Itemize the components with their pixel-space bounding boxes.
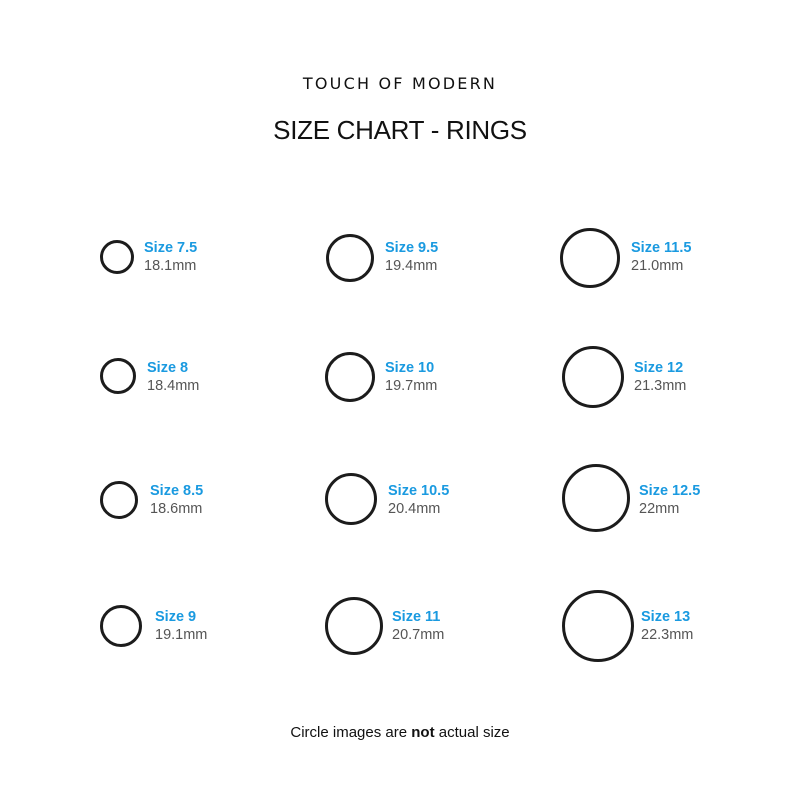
ring-diameter: 19.7mm xyxy=(385,378,438,394)
size-label: Size 11.5 21.0mm xyxy=(631,239,691,275)
ring-diameter: 18.4mm xyxy=(147,378,200,394)
size-label: Size 12 21.3mm xyxy=(634,359,686,395)
ring-size: Size 12 xyxy=(634,360,684,376)
ring-diameter: 22.3mm xyxy=(641,627,694,643)
note-text-end: actual size xyxy=(434,724,510,741)
size-label: Size 11 20.7mm xyxy=(392,608,444,644)
ring-size: Size 7.5 xyxy=(144,240,198,256)
ring-size: Size 8.5 xyxy=(150,483,204,499)
ring-circle-icon xyxy=(325,597,383,655)
ring-diameter: 18.6mm xyxy=(150,501,203,517)
note-text: Circle images are xyxy=(290,724,412,741)
ring-diameter: 20.4mm xyxy=(388,501,441,517)
ring-circle-icon xyxy=(100,358,136,394)
ring-circle-icon xyxy=(562,590,634,662)
ring-diameter: 19.4mm xyxy=(385,258,438,274)
ring-diameter: 19.1mm xyxy=(155,627,208,643)
ring-size: Size 11.5 xyxy=(631,240,692,256)
ring-circle-icon xyxy=(562,464,630,532)
note-emphasis: not xyxy=(411,724,435,741)
size-label: Size 9.5 19.4mm xyxy=(385,239,438,275)
disclaimer-note: Circle images are not actual size xyxy=(0,724,800,741)
ring-circle-icon xyxy=(326,234,374,282)
size-label: Size 12.5 22mm xyxy=(639,482,700,518)
ring-diameter: 22mm xyxy=(639,501,680,517)
ring-size: Size 10.5 xyxy=(388,483,450,499)
size-label: Size 13 22.3mm xyxy=(641,608,693,644)
size-label: Size 10 19.7mm xyxy=(385,359,437,395)
brand-logo: TOUCH OF MODERN xyxy=(302,74,498,93)
size-label: Size 10.5 20.4mm xyxy=(388,482,449,518)
ring-circle-icon xyxy=(562,346,624,408)
ring-size: Size 9.5 xyxy=(385,240,439,256)
ring-circle-icon xyxy=(100,605,142,647)
ring-size: Size 13 xyxy=(641,609,691,625)
ring-size: Size 8 xyxy=(147,360,189,376)
ring-diameter: 18.1mm xyxy=(144,258,197,274)
size-label: Size 9 19.1mm xyxy=(155,608,207,644)
ring-circle-icon xyxy=(100,481,138,519)
ring-diameter: 20.7mm xyxy=(392,627,445,643)
ring-size: Size 9 xyxy=(155,609,197,625)
page-title: SIZE CHART - RINGS xyxy=(273,115,527,145)
size-label: Size 8.5 18.6mm xyxy=(150,482,203,518)
ring-circle-icon xyxy=(560,228,620,288)
ring-circle-icon xyxy=(100,240,134,274)
ring-size: Size 12.5 xyxy=(639,483,701,499)
ring-size: Size 11 xyxy=(392,609,441,625)
size-label: Size 8 18.4mm xyxy=(147,359,199,395)
ring-circle-icon xyxy=(325,352,375,402)
ring-diameter: 21.3mm xyxy=(634,378,687,394)
ring-size: Size 10 xyxy=(385,360,435,376)
size-label: Size 7.5 18.1mm xyxy=(144,239,197,275)
ring-diameter: 21.0mm xyxy=(631,258,684,274)
ring-circle-icon xyxy=(325,473,377,525)
